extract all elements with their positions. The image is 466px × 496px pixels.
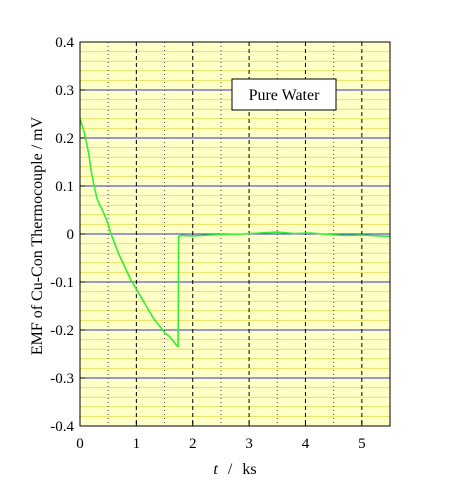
y-tick-label: 0 xyxy=(67,227,75,243)
x-tick-label: 3 xyxy=(245,436,253,452)
x-tick-label: 0 xyxy=(76,436,84,452)
x-axis-variable: t xyxy=(213,461,218,478)
y-tick-label: 0.2 xyxy=(55,131,74,147)
x-tick-label: 1 xyxy=(133,436,141,452)
y-axis-title: EMF of Cu-Con Thermocouple / mV xyxy=(29,116,46,355)
x-axis-separator: / xyxy=(228,461,233,478)
y-tick-label: 0.1 xyxy=(55,179,74,195)
legend: Pure Water xyxy=(231,78,337,111)
y-tick-label: -0.3 xyxy=(50,371,74,387)
series xyxy=(79,118,391,348)
y-tick-label: 0.3 xyxy=(55,83,74,99)
x-tick-label: 4 xyxy=(302,436,310,452)
x-tick-label: 2 xyxy=(189,436,197,452)
y-tick-label: -0.2 xyxy=(50,323,74,339)
series-line xyxy=(79,118,391,348)
x-tick-label: 5 xyxy=(358,436,366,452)
legend-label: Pure Water xyxy=(249,87,321,104)
legend-box xyxy=(231,78,337,111)
y-tick-label: -0.1 xyxy=(50,275,74,291)
grid xyxy=(80,42,390,426)
ticks: -0.4 -0.3 -0.2 -0.1 0 0.1 0.2 0.3 0.4 0 1 2 3 4 5 xyxy=(50,35,365,452)
y-tick-label: -0.4 xyxy=(50,419,74,435)
x-axis-unit: ks xyxy=(242,461,256,478)
x-axis-title: t / ks xyxy=(213,461,256,478)
y-tick-label: 0.4 xyxy=(55,35,74,51)
